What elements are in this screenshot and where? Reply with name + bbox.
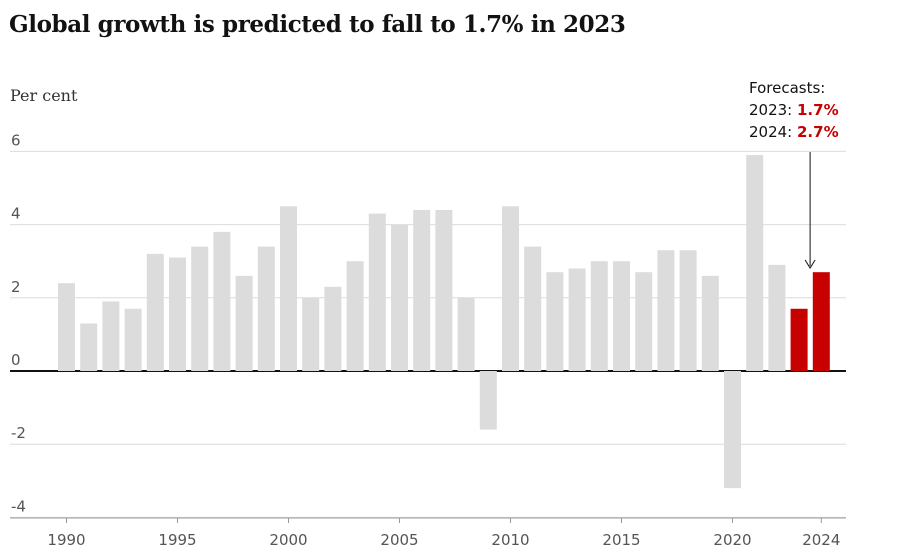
x-tick-label: 2005 [380,531,418,549]
bar-2011 [524,246,542,371]
forecast-heading: Forecasts: [749,79,826,97]
y-tick-label: -4 [11,497,26,515]
y-tick-label: 4 [11,205,21,223]
bar-2022 [768,264,786,371]
bar-1996 [191,246,209,371]
bar-2007 [435,209,453,371]
bar-2018 [679,250,697,371]
y-tick-label: 2 [11,278,21,296]
bar-1997 [213,231,231,371]
bar-1999 [257,246,275,371]
bar-2008 [457,297,475,371]
y-tick-labels: 6 4 2 0 -2 -4 [11,131,26,515]
bar-2004 [368,213,386,371]
bar-2005 [391,224,408,371]
bar-1993 [124,308,142,371]
y-axis-label: Per cent [10,86,78,105]
bar-2009 [479,371,497,430]
bar-2010 [502,206,519,371]
bar-2001 [302,297,320,371]
bar-1995 [169,257,186,371]
bar-2012 [546,272,564,371]
x-tick-label: 2010 [491,531,529,549]
forecast-2024-label: 2024: [749,123,797,141]
bar-2006 [413,209,431,371]
forecast-line-2023: 2023: 1.7% [749,99,839,121]
bars [58,155,830,489]
x-axis: 1990 1995 2000 2005 2010 2015 2020 2024 [10,517,846,549]
bar-2000 [280,206,297,371]
bar-2013 [568,268,586,371]
forecast-arrow [804,152,816,269]
bar-1990 [58,283,75,371]
bar-2015 [613,261,630,371]
x-tick-label: 2000 [269,531,307,549]
x-tick-label: 1995 [158,531,196,549]
y-tick-label: -2 [11,424,26,442]
bar-2002 [324,286,342,371]
bar-1994 [146,253,164,371]
bar-2019 [701,275,719,371]
bar-2003 [346,261,364,371]
y-tick-label: 6 [11,131,21,149]
bar-2021 [746,155,764,371]
bar-1991 [80,323,98,371]
y-tick-label: 0 [11,351,21,369]
bar-2016 [635,272,653,371]
bar-1992 [102,301,120,371]
x-tick-label: 2015 [602,531,640,549]
forecast-2024-value: 2.7% [797,123,839,141]
chart-title: Global growth is predicted to fall to 1.… [9,11,626,38]
bar-1998 [235,275,253,371]
bar-2017 [657,250,675,371]
bar-2014 [590,261,608,371]
x-tick-label: 1990 [47,531,85,549]
forecast-line-2024: 2024: 2.7% [749,121,839,143]
forecast-2023-label: 2023: [749,101,797,119]
x-tick-label: 2024 [802,531,840,549]
bar-2023 [790,308,808,371]
bar-2020 [724,371,741,489]
arrow-head [804,259,816,269]
x-tick-label: 2020 [713,531,751,549]
forecast-2023-value: 1.7% [797,101,839,119]
forecast-annotation: Forecasts: 2023: 1.7% 2024: 2.7% [749,77,839,143]
bar-2024 [812,272,830,371]
